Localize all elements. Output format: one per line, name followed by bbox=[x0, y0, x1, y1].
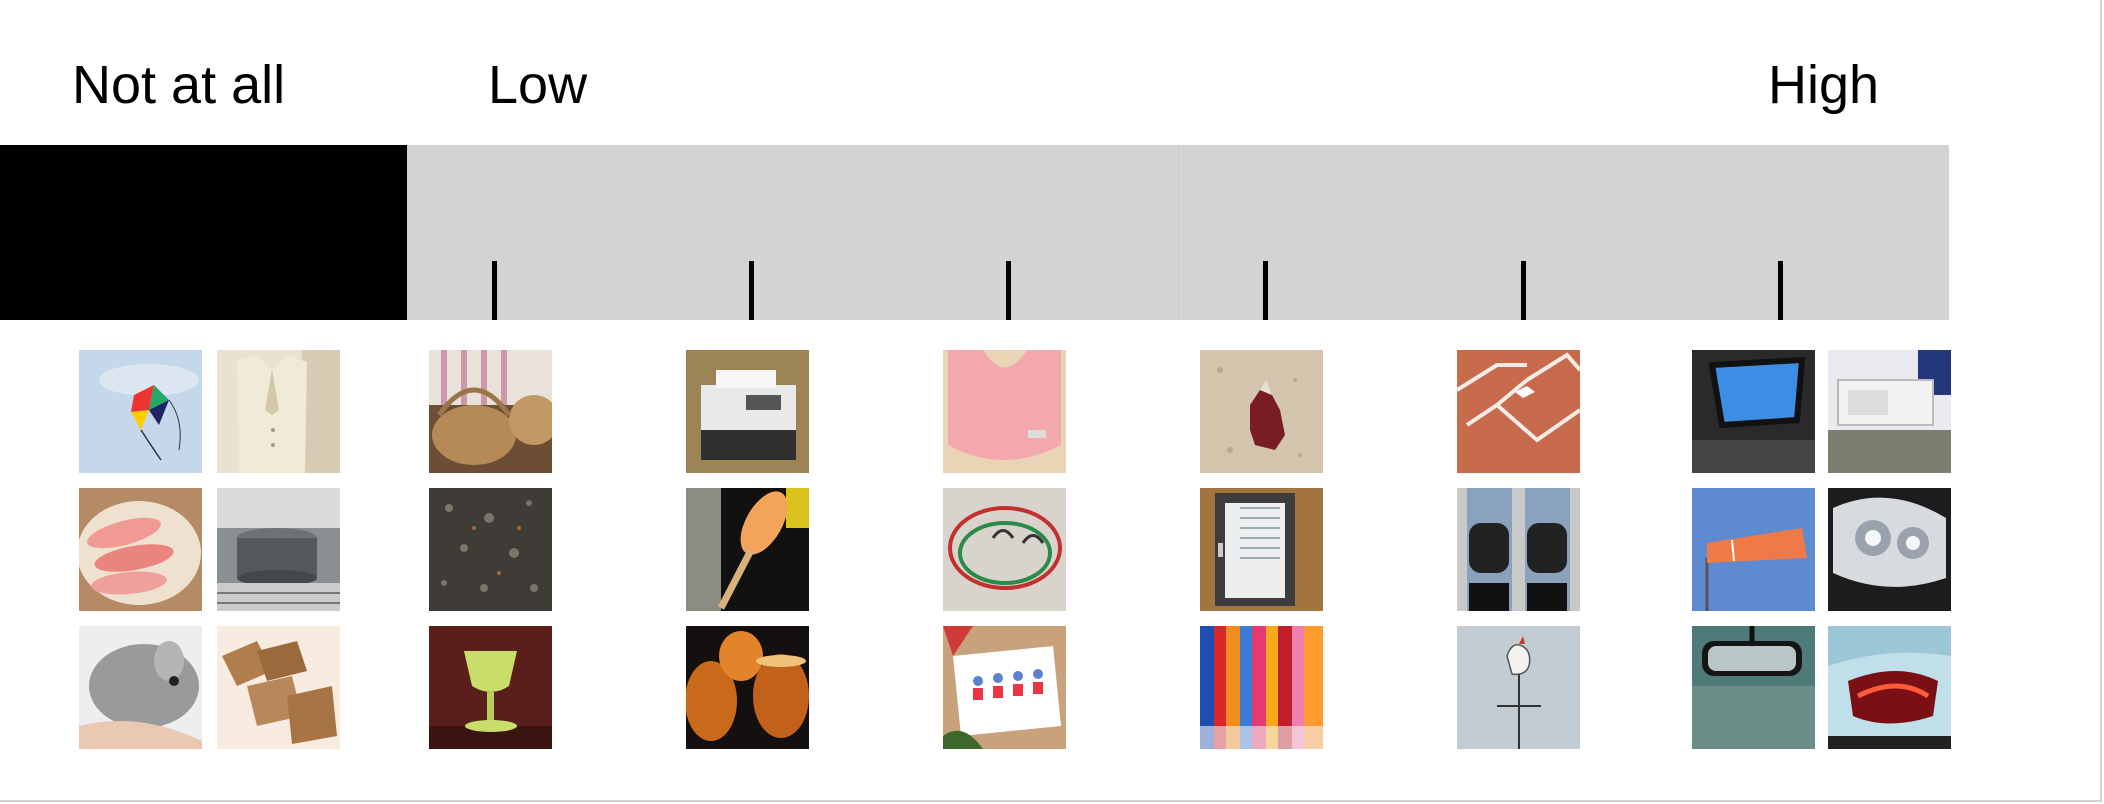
image-colorful-umbrellas bbox=[1200, 626, 1323, 749]
scale-tick-2 bbox=[749, 261, 754, 320]
image-windsock bbox=[1692, 488, 1815, 611]
image-air-conditioner-unit bbox=[1828, 350, 1951, 473]
image-car-sunroof bbox=[1692, 350, 1815, 473]
image-glasses-of-beer bbox=[686, 626, 809, 749]
image-kayak-paddle bbox=[686, 488, 809, 611]
image-christmas-card bbox=[943, 626, 1066, 749]
image-chinchilla bbox=[79, 626, 202, 749]
scale-tick-6 bbox=[1778, 261, 1783, 320]
image-gravel-ground bbox=[429, 488, 552, 611]
image-cream-blazer bbox=[217, 350, 340, 473]
image-window-frame bbox=[1200, 488, 1323, 611]
label-not-at-all: Not at all bbox=[72, 55, 286, 115]
label-low: Low bbox=[488, 55, 588, 115]
not-at-all-block bbox=[0, 145, 407, 320]
image-pink-baby-bib bbox=[943, 350, 1066, 473]
image-wicker-baskets bbox=[429, 350, 552, 473]
image-green-glass-goblet bbox=[429, 626, 552, 749]
scale-tick-4 bbox=[1263, 261, 1268, 320]
image-car-taillight bbox=[1828, 626, 1951, 749]
scale-tick-5 bbox=[1521, 261, 1526, 320]
image-kite bbox=[79, 350, 202, 473]
image-car-headlight bbox=[1828, 488, 1951, 611]
image-bungee-cords bbox=[943, 488, 1066, 611]
image-office-printer bbox=[686, 350, 809, 473]
scale-tick-1 bbox=[492, 261, 497, 320]
image-rearview-mirror bbox=[1692, 626, 1815, 749]
image-cardboard-coasters bbox=[217, 626, 340, 749]
image-raw-shrimp bbox=[79, 488, 202, 611]
scale-tick-3 bbox=[1006, 261, 1011, 320]
image-work-glove-on-sand bbox=[1200, 350, 1323, 473]
image-baseball-base bbox=[1457, 350, 1580, 473]
label-high: High bbox=[1768, 55, 1880, 115]
image-weather-vane bbox=[1457, 626, 1580, 749]
scale-midline bbox=[1178, 145, 1179, 320]
image-knee-pads bbox=[1457, 488, 1580, 611]
image-cooking-pot-on-stove bbox=[217, 488, 340, 611]
